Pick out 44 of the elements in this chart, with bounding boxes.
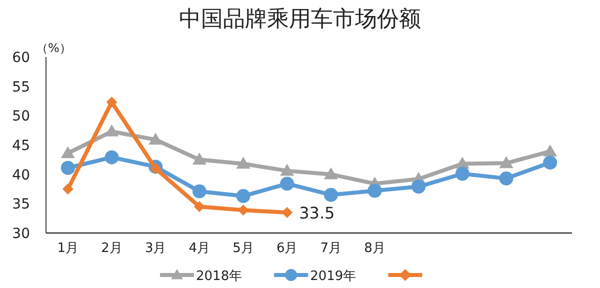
point [324,188,338,202]
point [62,184,74,194]
point [236,189,250,204]
chart-title: 中国品牌乘用车市场份额 [179,7,421,32]
y-tick-label: 35 [12,196,30,213]
point [499,171,514,186]
point [150,162,162,174]
point [280,176,294,191]
point [104,150,119,164]
point [192,184,206,198]
y-tick-label: 60 [12,50,30,66]
x-tick-label: 2月 [101,241,122,256]
point [280,164,294,176]
y-axis-title: （%） [36,41,72,55]
point [499,156,514,168]
point [148,132,163,145]
point [236,156,250,169]
y-tick-label: 30 [12,226,30,242]
point [368,184,382,198]
legend-label: 2018年 [196,269,242,284]
data-label: 33.5 [299,203,335,222]
legend-label: 2019年 [310,269,356,284]
y-tick-label: 55 [12,79,30,96]
point [455,166,470,181]
x-tick-label: 6月 [276,241,298,256]
y-tick-label: 50 [12,108,30,125]
x-tick-label: 5月 [232,241,254,256]
point [60,160,75,175]
point [543,144,558,156]
point [412,180,426,194]
point [324,167,338,180]
x-tick-label: 1月 [57,241,79,256]
x-tick-label: 7月 [320,241,342,256]
point [282,206,293,218]
point [104,124,119,136]
point [192,152,206,165]
x-tick-label: 3月 [144,241,166,256]
point [60,146,75,158]
y-tick-label: 40 [12,167,30,184]
x-tick-label: 4月 [188,241,210,256]
point [194,201,205,212]
x-tick-label: 8月 [364,241,386,256]
y-tick-label: 45 [12,138,30,154]
point [543,156,558,170]
